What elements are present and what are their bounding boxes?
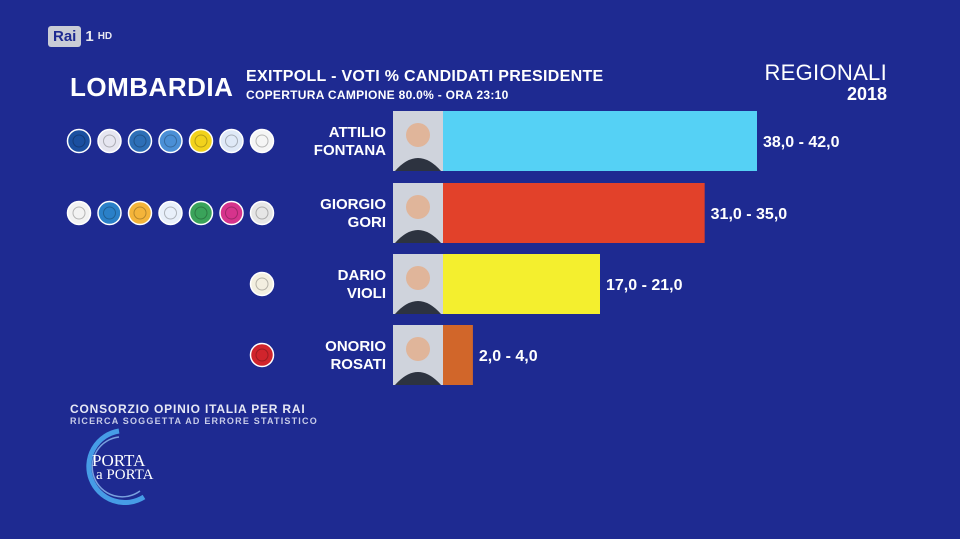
rai1-hd-logo: Rai 1 HD [48, 26, 112, 47]
candidate-suit-icon [395, 372, 441, 385]
bar-value-label: 17,0 - 21,0 [606, 277, 683, 294]
party-logo-icon [249, 342, 275, 368]
party-logo-icon [249, 128, 275, 154]
party-logo-inner-icon [255, 206, 269, 220]
party-logo-inner-icon [225, 206, 238, 220]
party-logo-inner-icon [133, 206, 147, 220]
disclaimer-text: RICERCA SOGGETTA AD ERRORE STATISTICO [70, 416, 318, 426]
show-logo-line1: PORTA [92, 451, 146, 470]
region-title: LOMBARDIA [70, 72, 234, 102]
party-logo-inner-icon [255, 134, 269, 148]
party-logo-inner-icon [164, 134, 177, 148]
channel-number: 1 [85, 28, 94, 45]
candidate-face-icon [406, 337, 430, 361]
porta-a-porta-logo-ring [86, 428, 146, 505]
party-logo-inner-icon [103, 206, 116, 220]
hd-label: HD [97, 31, 113, 42]
data-bar [443, 325, 473, 385]
party-logo-icon [66, 128, 92, 154]
party-logo-inner-icon [194, 134, 208, 148]
party-logo-inner-icon [72, 134, 86, 148]
party-logo-icon [188, 128, 214, 154]
party-logo-icon [97, 200, 122, 226]
election-label: REGIONALI 2018 [764, 60, 887, 105]
party-logo-icon [127, 200, 153, 226]
party-logo-inner-icon [164, 206, 177, 220]
party-logo-icon [158, 200, 183, 226]
candidate-face-icon [406, 195, 430, 219]
party-logo-inner-icon [103, 134, 116, 148]
show-logo-line2: a PORTA [96, 467, 154, 483]
candidate-face-icon [406, 123, 430, 147]
election-year: 2018 [846, 84, 887, 104]
bar-value-label: 2,0 - 4,0 [479, 348, 538, 365]
candidate-suit-icon [395, 301, 441, 314]
party-logo-icon [219, 128, 244, 154]
chart-title: EXITPOLL - VOTI % CANDIDATI PRESIDENTE [246, 68, 604, 85]
party-logo-inner-icon [225, 134, 238, 148]
chart-subtitle: COPERTURA CAMPIONE 80.0% - ORA 23:10 [246, 88, 509, 102]
candidate-first-name: DARIO [338, 267, 387, 284]
party-logo-icon [219, 200, 244, 226]
bar-value-label: 38,0 - 42,0 [763, 134, 840, 151]
rai-logo-box: Rai [48, 26, 82, 47]
candidate-last-name: VIOLI [347, 285, 386, 302]
porta-a-porta-logo: PORTA a PORTA [92, 451, 154, 483]
candidate-first-name: ONORIO [325, 338, 386, 355]
party-logo-icon [66, 200, 92, 226]
party-logo-inner-icon [133, 134, 147, 148]
data-bar [443, 183, 705, 243]
source-text: CONSORZIO OPINIO ITALIA PER RAI [70, 402, 306, 416]
candidate-suit-icon [395, 158, 441, 171]
data-bar [443, 111, 757, 171]
candidate-face-icon [406, 266, 430, 290]
data-bar [443, 254, 600, 314]
party-logo-icon [249, 200, 275, 226]
candidate-first-name: GIORGIO [320, 196, 386, 213]
party-logo-inner-icon [255, 348, 269, 362]
candidate-first-name: ATTILIO [329, 124, 387, 141]
candidate-last-name: GORI [348, 214, 386, 231]
candidate-last-name: ROSATI [330, 356, 386, 373]
party-logo-icon [158, 128, 183, 154]
party-logo-inner-icon [194, 206, 208, 220]
candidate-suit-icon [395, 230, 441, 243]
party-logo-icon [249, 271, 275, 297]
party-logo-icon [188, 200, 214, 226]
party-logo-inner-icon [255, 277, 269, 291]
party-logo-inner-icon [72, 206, 86, 220]
candidate-last-name: FONTANA [314, 142, 386, 159]
party-logo-icon [127, 128, 153, 154]
election-name: REGIONALI [764, 60, 887, 85]
party-logo-icon [97, 128, 122, 154]
bar-value-label: 31,0 - 35,0 [711, 206, 788, 223]
